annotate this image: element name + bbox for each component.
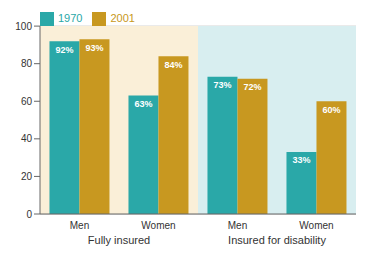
svg-text:0: 0 xyxy=(26,209,32,220)
svg-text:33%: 33% xyxy=(292,155,310,165)
html-text:1970: 1970 xyxy=(58,12,83,24)
svg-text:72%: 72% xyxy=(243,82,261,92)
html-text:2001: 2001 xyxy=(110,12,135,24)
svg-text:93%: 93% xyxy=(85,43,103,53)
svg-text:60%: 60% xyxy=(322,105,340,115)
svg-text:Men: Men xyxy=(70,220,89,231)
svg-text:20: 20 xyxy=(21,171,33,182)
svg-text:40: 40 xyxy=(21,133,33,144)
svg-text:84%: 84% xyxy=(164,60,182,70)
svg-text:60: 60 xyxy=(21,96,33,107)
svg-text:Women: Women xyxy=(299,220,333,231)
svg-text:Fully insured: Fully insured xyxy=(88,234,150,246)
svg-text:63%: 63% xyxy=(134,99,152,109)
svg-text:Women: Women xyxy=(141,220,175,231)
svg-text:Insured for disability: Insured for disability xyxy=(228,234,326,246)
svg-text:100: 100 xyxy=(15,21,32,32)
svg-text:80: 80 xyxy=(21,58,33,69)
svg-text:92%: 92% xyxy=(55,45,73,55)
svg-text:73%: 73% xyxy=(213,80,231,90)
svg-text:Men: Men xyxy=(228,220,247,231)
